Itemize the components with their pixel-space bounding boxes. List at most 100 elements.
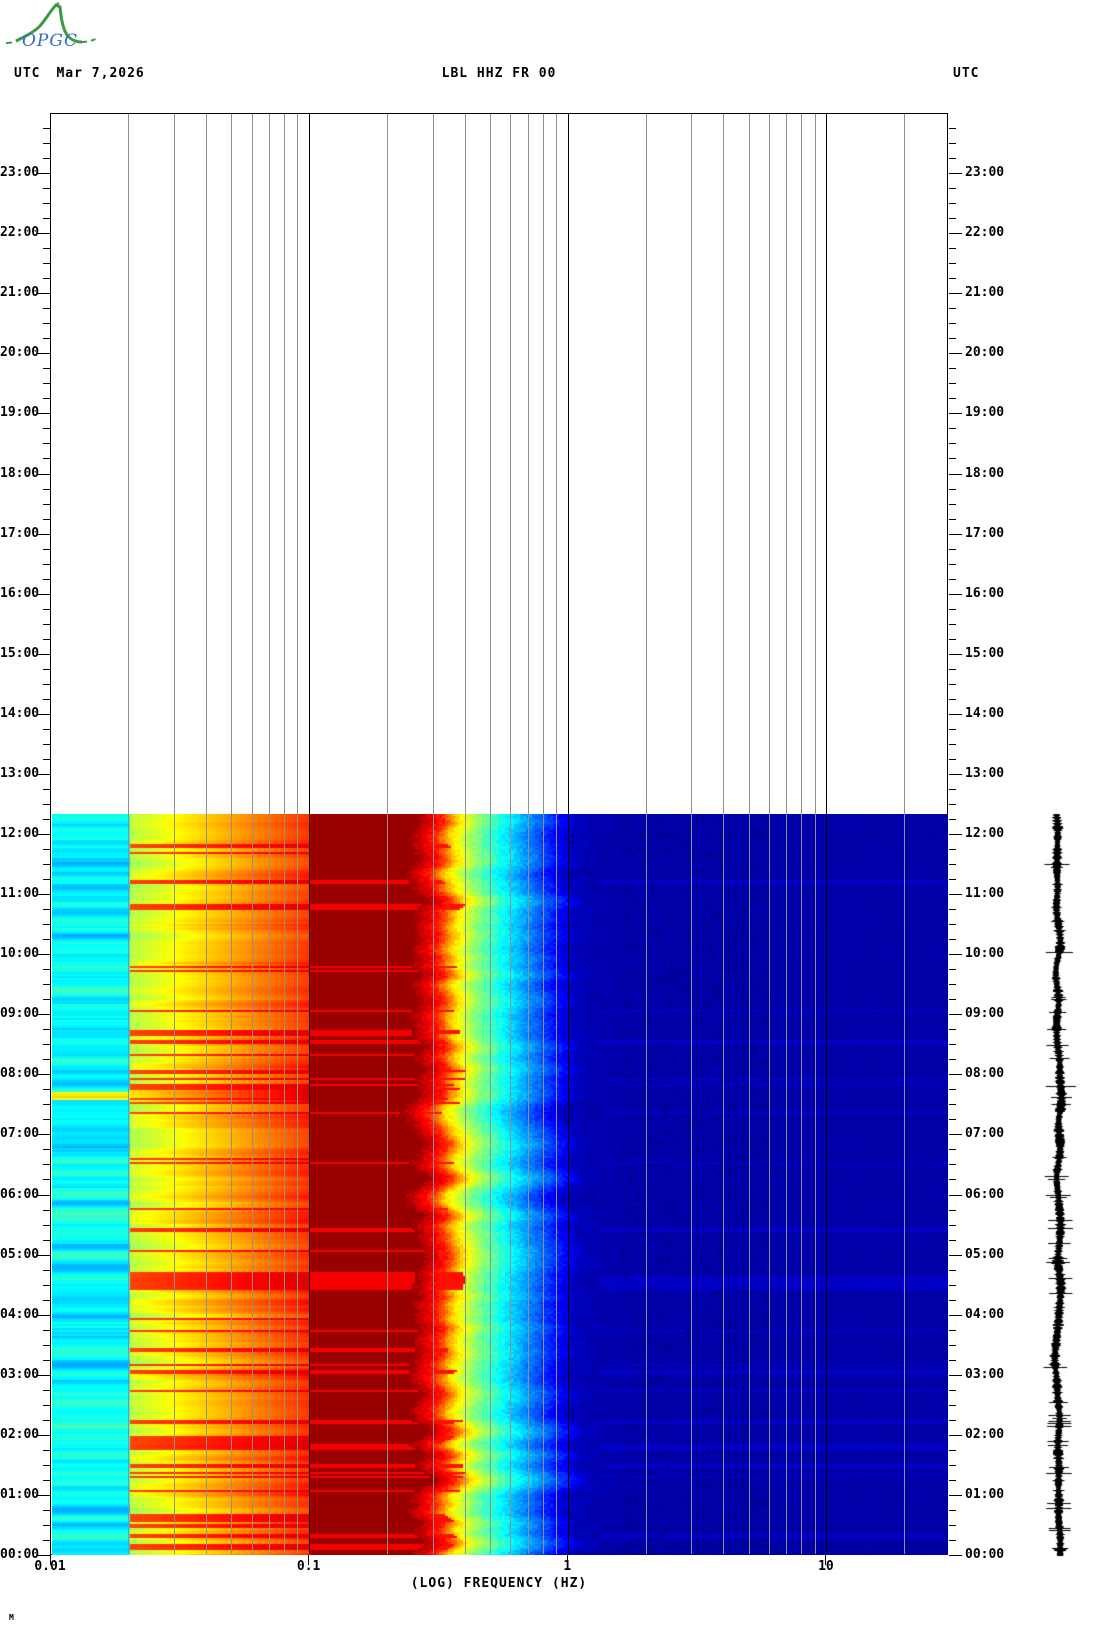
time-tick (43, 128, 50, 129)
time-tick (949, 894, 962, 895)
time-tick (43, 1420, 50, 1421)
time-tick (949, 789, 956, 790)
time-tick (949, 353, 962, 354)
time-tick (949, 173, 962, 174)
gridline (489, 114, 491, 1554)
time-tick (43, 1330, 50, 1331)
time-tick (949, 879, 956, 880)
date-label: Mar 7,2026 (56, 66, 145, 81)
hour-label-right: 16:00 (965, 586, 1005, 601)
time-tick (949, 1029, 956, 1030)
gridline (748, 114, 750, 1554)
time-tick (949, 519, 956, 520)
time-tick (949, 804, 956, 805)
hour-label-left: 11:00 (0, 886, 40, 901)
time-tick (949, 413, 962, 414)
time-tick (43, 969, 50, 970)
time-tick (43, 1044, 50, 1045)
hour-label-right: 04:00 (965, 1307, 1005, 1322)
time-tick (37, 954, 50, 955)
hour-label-left: 20:00 (0, 345, 40, 360)
time-tick (949, 474, 962, 475)
time-tick (949, 684, 956, 685)
time-tick (43, 278, 50, 279)
time-tick (949, 1119, 956, 1120)
time-tick (43, 1225, 50, 1226)
time-tick (949, 1285, 956, 1286)
gridline (814, 114, 816, 1554)
time-tick (37, 894, 50, 895)
hour-label-left: 07:00 (0, 1126, 40, 1141)
time-tick (43, 1210, 50, 1211)
hour-label-left: 04:00 (0, 1307, 40, 1322)
time-tick (37, 1495, 50, 1496)
time-tick (43, 1240, 50, 1241)
x-axis-label: (LOG) FREQUENCY (HZ) (410, 1576, 588, 1591)
gridline (297, 114, 299, 1554)
time-tick (949, 1465, 956, 1466)
time-tick (43, 789, 50, 790)
time-tick (43, 1540, 50, 1541)
time-tick (37, 534, 50, 535)
time-tick (43, 323, 50, 324)
gridline (542, 114, 544, 1554)
time-tick (43, 999, 50, 1000)
hour-label-left: 23:00 (0, 165, 40, 180)
time-tick (949, 1044, 956, 1045)
freq-tick-label: 0.01 (34, 1559, 66, 1574)
time-tick (43, 428, 50, 429)
time-tick (43, 744, 50, 745)
hour-label-right: 15:00 (965, 646, 1005, 661)
time-tick (43, 1104, 50, 1105)
time-tick (43, 699, 50, 700)
gridline (128, 114, 130, 1554)
time-tick (949, 864, 956, 865)
time-tick (43, 564, 50, 565)
time-tick (43, 669, 50, 670)
spectrogram-plot-area (50, 113, 948, 1555)
time-tick (949, 1360, 956, 1361)
time-tick (949, 834, 962, 835)
freq-tick-label: 10 (818, 1559, 834, 1574)
time-tick (43, 819, 50, 820)
time-tick (37, 1435, 50, 1436)
gridline (645, 114, 647, 1554)
time-tick (949, 639, 956, 640)
time-tick (949, 1300, 956, 1301)
time-tick (949, 1149, 956, 1150)
gridline (386, 114, 388, 1554)
time-tick (949, 233, 962, 234)
time-tick (949, 549, 956, 550)
gridline (206, 114, 208, 1554)
time-tick (43, 1360, 50, 1361)
freq-tick (566, 1555, 568, 1565)
time-tick (37, 654, 50, 655)
time-tick (949, 1450, 956, 1451)
freq-tick (308, 1555, 310, 1565)
time-tick (37, 474, 50, 475)
time-tick (949, 1510, 956, 1511)
hour-label-left: 02:00 (0, 1427, 40, 1442)
time-tick (949, 1104, 956, 1105)
time-tick (43, 1179, 50, 1180)
time-tick (949, 1480, 956, 1481)
time-tick (949, 954, 962, 955)
seismogram-trace (1032, 810, 1084, 1558)
hour-label-right: 18:00 (965, 466, 1005, 481)
hour-label-right: 13:00 (965, 766, 1005, 781)
time-tick (43, 984, 50, 985)
time-tick (43, 203, 50, 204)
time-tick (949, 714, 962, 715)
time-tick (949, 248, 956, 249)
time-tick (43, 1029, 50, 1030)
time-tick (949, 1525, 956, 1526)
utc-label-left: UTC (14, 66, 41, 81)
hour-label-right: 22:00 (965, 225, 1005, 240)
time-tick (949, 398, 956, 399)
hour-label-right: 08:00 (965, 1066, 1005, 1081)
time-tick (949, 1435, 962, 1436)
time-tick (37, 1195, 50, 1196)
time-tick (949, 323, 956, 324)
time-tick (949, 669, 956, 670)
time-tick (949, 1195, 962, 1196)
